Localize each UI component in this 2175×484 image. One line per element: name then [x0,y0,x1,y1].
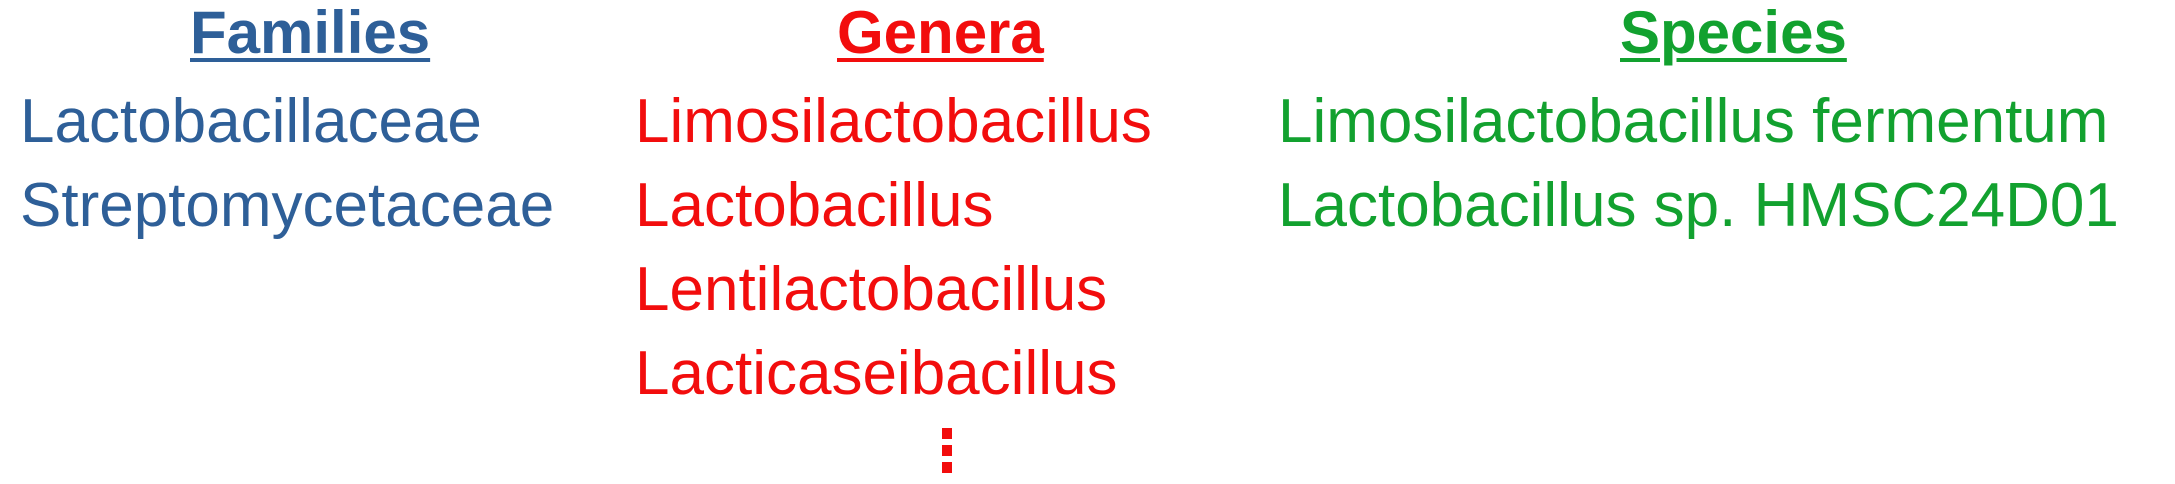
genus-item: Lentilactobacillus [635,255,1108,324]
species-heading: Species [1620,0,1847,66]
genera-heading: Genera [837,0,1044,66]
genera-list: Limosilactobacillus Lactobacillus Lentil… [635,80,1152,416]
family-item: Lactobacillaceae [20,87,482,156]
genus-item: Limosilactobacillus [635,87,1152,156]
vertical-ellipsis-icon [942,428,952,473]
genus-item: Lacticaseibacillus [635,339,1118,408]
genus-item: Lactobacillus [635,171,994,240]
species-list: Limosilactobacillus fermentum Lactobacil… [1278,80,2119,248]
family-item: Streptomycetaceae [20,171,555,240]
families-list: Lactobacillaceae Streptomycetaceae [20,80,554,248]
families-heading: Families [190,0,431,66]
species-item: Lactobacillus sp. HMSC24D01 [1278,171,2119,240]
species-item: Limosilactobacillus fermentum [1278,87,2109,156]
